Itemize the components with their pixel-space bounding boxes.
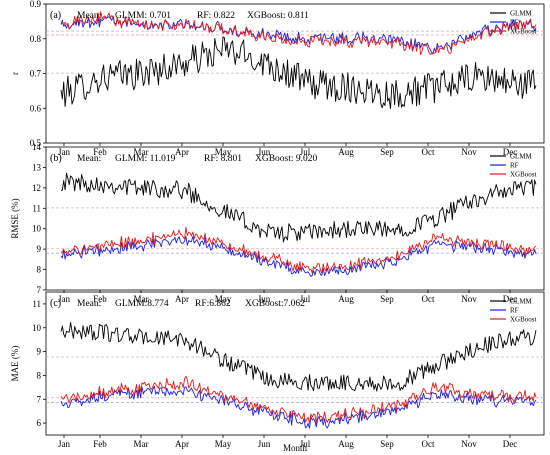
- legend-label: RF: [510, 19, 519, 27]
- y-tick-label: 8: [37, 370, 42, 380]
- x-tick-label: Sep: [380, 439, 394, 449]
- series-line-glmm: [60, 172, 537, 243]
- legend-label: GLMM: [510, 153, 533, 161]
- x-tick-label: Apr: [175, 294, 189, 304]
- y-tick-label: 7: [37, 394, 42, 404]
- x-tick-label: May: [215, 147, 232, 157]
- x-tick-label: Jan: [58, 294, 70, 304]
- series-line-glmm: [60, 36, 537, 110]
- legend-label: RF: [510, 307, 519, 315]
- series-line-xgboost: [60, 11, 537, 56]
- x-tick-label: Aug: [338, 147, 354, 157]
- mean-xgboost-label: XGBoost: 9.020: [255, 154, 318, 164]
- y-tick-label: 0.9: [30, 0, 42, 9]
- x-tick-label: Apr: [175, 439, 189, 449]
- x-tick-label: Dec: [503, 439, 518, 449]
- x-tick-label: Jul: [300, 294, 311, 304]
- x-tick-label: Nov: [461, 147, 477, 157]
- legend-label: GLMM: [510, 10, 533, 18]
- y-tick-label: 8: [37, 265, 42, 275]
- x-tick-label: Apr: [175, 147, 189, 157]
- series-line-xgboost: [60, 226, 537, 274]
- mean-label: Mean:: [77, 154, 101, 164]
- series-line-glmm: [60, 321, 537, 392]
- x-axis-label: Month: [283, 443, 308, 453]
- x-tick-label: Oct: [422, 147, 435, 157]
- y-tick-label: 9: [37, 244, 42, 254]
- mean-xgboost-label: XGBoost: 0.811: [247, 11, 309, 21]
- x-tick-label: Sep: [380, 294, 394, 304]
- legend-label: GLMM: [510, 298, 533, 306]
- x-tick-label: Nov: [461, 294, 477, 304]
- x-tick-label: Oct: [422, 439, 435, 449]
- x-tick-label: Nov: [461, 439, 477, 449]
- y-tick-label: 10: [32, 224, 42, 234]
- y-tick-label: 0.8: [30, 34, 42, 44]
- y-tick-label: 12: [32, 183, 41, 193]
- series-line-xgboost: [60, 375, 537, 425]
- y-tick-label: 9: [37, 347, 42, 357]
- y-tick-label: 14: [32, 142, 42, 152]
- y-tick-label: 7: [37, 285, 42, 295]
- mean-rf-label: RF: 0.822: [197, 11, 235, 21]
- mean-rf-label: RF:6.862: [195, 299, 231, 309]
- chart-panel-3: 6 7 8 9 10 11 Jan Feb Mar Apr May Jun Jul Aug Sep Oct No…: [10, 291, 545, 449]
- x-tick-label: Mar: [134, 439, 149, 449]
- x-tick-label: Jun: [258, 147, 271, 157]
- y-tick-label: 6: [37, 418, 42, 428]
- x-tick-label: Dec: [503, 294, 518, 304]
- x-tick-label: Jul: [300, 439, 311, 449]
- x-tick-label: Jun: [258, 439, 271, 449]
- y-axis-label: RMSE (%): [10, 198, 20, 238]
- x-tick-label: Jan: [58, 147, 70, 157]
- x-tick-label: Feb: [93, 147, 107, 157]
- panel-label: (b): [50, 153, 62, 164]
- legend-label: XGBoost: [510, 171, 537, 179]
- plot-frame: [45, 146, 545, 291]
- x-tick-label: Jul: [300, 147, 311, 157]
- mean-rf-label: RF: 8.801: [204, 154, 242, 164]
- x-tick-label: Aug: [338, 294, 354, 304]
- panel-label: (c): [50, 298, 61, 309]
- x-tick-label: Feb: [93, 439, 107, 449]
- y-tick-label: 0.5: [30, 138, 42, 148]
- y-axis-label: r: [10, 72, 20, 75]
- x-tick-label: Dec: [503, 147, 518, 157]
- x-tick-label: Jun: [258, 294, 271, 304]
- legend-label: RF: [510, 162, 519, 170]
- mean-glmm-label: GLMM: 11.019: [115, 154, 176, 164]
- mean-glmm-label: GLMM: 0.701: [115, 11, 171, 21]
- mean-label: Mean:: [77, 11, 101, 21]
- legend-label: XGBoost: [510, 28, 537, 36]
- x-tick-label: May: [215, 439, 232, 449]
- chart-panel-2: 7 8 9 10 11 12 13 14 Jan Feb Mar Apr May Jun Jul Aug Sep…: [10, 142, 545, 304]
- y-tick-label: 13: [32, 162, 42, 172]
- y-tick-label: 0.7: [30, 69, 42, 79]
- mean-xgboost-label: XGBoost:7.062: [245, 299, 305, 309]
- mean-label: Mean:: [77, 299, 101, 309]
- legend-label: XGBoost: [510, 316, 537, 324]
- panel-label: (a): [50, 10, 61, 21]
- x-tick-label: May: [215, 294, 232, 304]
- plot-frame: [45, 291, 545, 436]
- x-tick-label: Feb: [93, 294, 107, 304]
- y-tick-label: 11: [32, 299, 41, 309]
- mean-glmm-label: GLMM:8.774: [115, 299, 169, 309]
- x-tick-label: Sep: [380, 147, 394, 157]
- x-tick-label: Aug: [338, 439, 354, 449]
- x-tick-label: Mar: [134, 294, 149, 304]
- y-tick-label: 11: [32, 203, 41, 213]
- y-tick-label: 10: [32, 323, 42, 333]
- y-tick-label: 0.6: [30, 103, 42, 113]
- x-tick-label: Oct: [422, 294, 435, 304]
- y-axis-label: MAE (%): [10, 346, 20, 382]
- x-tick-label: Jan: [58, 439, 70, 449]
- series-line-rf: [60, 236, 537, 277]
- x-tick-label: Mar: [134, 147, 149, 157]
- series-line-rf: [60, 385, 537, 429]
- chart-panel-1: 0.5 0.6 0.7 0.8 0.9 Jan Feb Mar Apr May Jun Jul Aug S…: [10, 0, 545, 157]
